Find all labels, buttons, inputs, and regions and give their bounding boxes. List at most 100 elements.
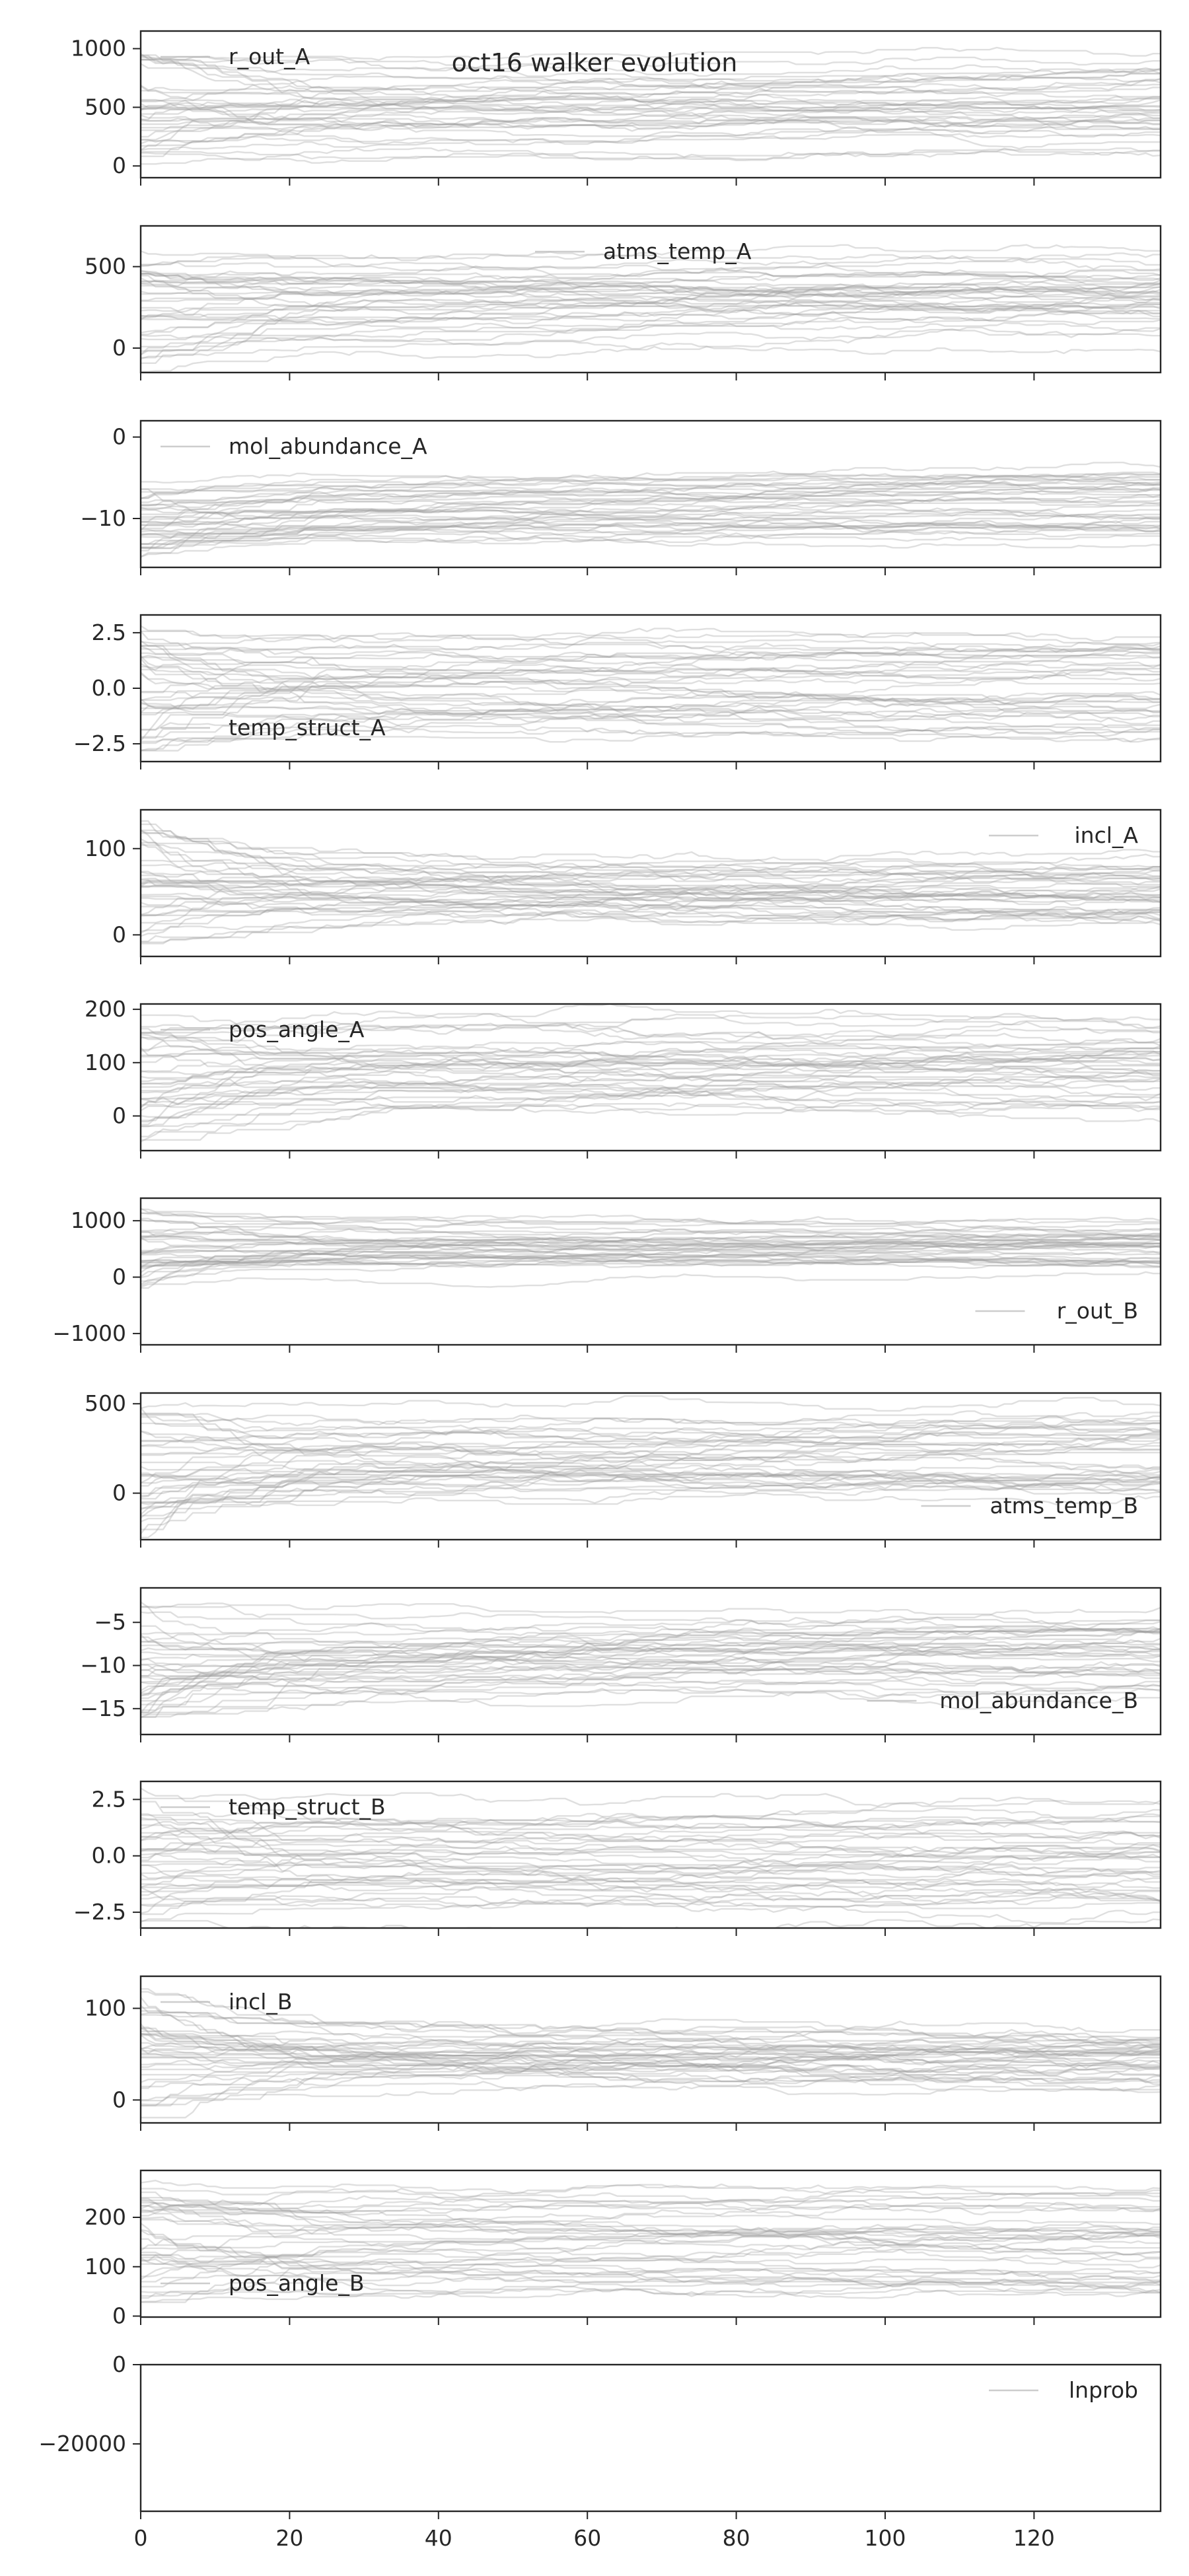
walker-trace [141, 106, 1161, 122]
walker-trace [141, 655, 1161, 676]
walker-trace [141, 1801, 1161, 1886]
walker-trace [141, 642, 1161, 742]
walker-trace [141, 58, 1161, 83]
legend-label: pos_angle_A [229, 1017, 365, 1042]
legend-label: r_out_A [229, 44, 310, 69]
walker-trace [141, 1027, 1161, 1122]
y-tick-label: 200 [85, 996, 126, 1022]
legend-incl_B: incl_B [161, 1989, 293, 2015]
walker-trace [141, 2275, 1161, 2295]
walker-trace [141, 1816, 1161, 1860]
walker-trace [141, 2011, 1161, 2044]
walker-trace [141, 645, 1161, 706]
axes-frame [139, 225, 1162, 374]
walker-trace [141, 497, 1161, 545]
walker-trace [141, 494, 1161, 557]
walker-trace [141, 1641, 1161, 1676]
walker-trace [141, 1664, 1161, 1688]
legend-label: mol_abundance_B [939, 1688, 1138, 1713]
walker-trace [141, 2054, 1161, 2071]
walker-trace [141, 1858, 1161, 1875]
walker-trace [141, 2258, 1161, 2289]
walker-trace [141, 1047, 1161, 1083]
walker-trace [141, 1244, 1161, 1282]
walker-trace [141, 829, 1161, 906]
walker-trace [141, 1407, 1161, 1495]
legend-mol_abundance_B: mol_abundance_B [867, 1688, 1138, 1713]
walker-trace [141, 1253, 1161, 1268]
walker-trace [141, 1987, 1161, 2069]
walker-trace [141, 1605, 1161, 1633]
walker-trace [141, 2042, 1161, 2067]
walker-trace [141, 322, 1161, 356]
walker-trace [141, 1422, 1161, 1530]
y-tick-label: 1000 [71, 36, 126, 61]
panel-atms_temp_B: 500 0 atms_temp_B [85, 1390, 1162, 1548]
walker-trace [141, 285, 1161, 303]
walker-trace [141, 727, 1161, 744]
walker-lines [141, 46, 1161, 165]
walker-trace [141, 258, 1161, 284]
walker-trace [141, 1996, 1161, 2076]
walker-trace [141, 1465, 1161, 1519]
walker-trace [141, 1822, 1161, 1888]
walker-trace [141, 842, 1161, 901]
walker-trace [141, 1640, 1161, 1677]
walker-trace [141, 1818, 1161, 1837]
y-tick-label: −1000 [52, 1320, 126, 1346]
legend-label: incl_A [1075, 822, 1139, 848]
walker-trace [141, 1896, 1161, 1924]
walker-trace [141, 2248, 1161, 2262]
walker-trace [141, 1642, 1161, 1684]
walker-trace [141, 1425, 1161, 1500]
walker-trace [141, 1217, 1161, 1256]
walker-trace [141, 2059, 1161, 2106]
walker-trace [141, 495, 1161, 549]
walker-trace [141, 1085, 1161, 1106]
walker-trace [141, 304, 1161, 341]
walker-trace [141, 1237, 1161, 1255]
walker-trace [141, 694, 1161, 751]
walker-trace [141, 832, 1161, 863]
walker-trace [141, 528, 1161, 549]
walker-trace [141, 1688, 1161, 1714]
walker-trace [141, 1813, 1161, 1842]
walker-trace [141, 625, 1161, 653]
walker-trace [141, 1470, 1161, 1491]
walker-trace [141, 306, 1161, 328]
walker-trace [141, 1630, 1161, 1699]
walker-trace [141, 630, 1161, 653]
walker-trace [141, 1853, 1161, 1883]
y-tick-label: 200 [85, 2204, 126, 2230]
walker-trace [141, 1628, 1161, 1661]
walker-trace [141, 1250, 1161, 1270]
legend-temp_struct_B: temp_struct_B [161, 1794, 386, 1820]
legend-label: lnprob [1069, 2377, 1138, 2403]
legend-incl_A: incl_A [989, 822, 1138, 848]
walker-trace [141, 1647, 1161, 1658]
walker-trace [141, 77, 1161, 108]
legend-r_out_B: r_out_B [975, 1298, 1138, 1324]
walker-trace [141, 291, 1161, 321]
walker-trace [141, 1212, 1161, 1255]
walker-trace [141, 2034, 1161, 2057]
walker-trace [141, 85, 1161, 120]
walker-trace [141, 1413, 1161, 1480]
walker-trace [141, 1435, 1161, 1484]
walker-trace [141, 484, 1161, 509]
walker-trace [141, 114, 1161, 141]
walker-trace [141, 1864, 1161, 1908]
walker-trace [141, 1832, 1161, 1908]
walker-trace [141, 1236, 1161, 1250]
walker-trace [141, 1667, 1161, 1683]
walker-trace [141, 147, 1161, 162]
walker-trace [141, 98, 1161, 131]
walker-trace [141, 1419, 1161, 1509]
walker-trace [141, 2007, 1161, 2077]
walker-trace [141, 1208, 1161, 1227]
legend-label: r_out_B [1057, 1298, 1138, 1324]
walker-trace [141, 256, 1161, 287]
walker-trace [141, 882, 1161, 933]
walker-trace [141, 897, 1161, 924]
walker-trace [141, 1668, 1161, 1710]
